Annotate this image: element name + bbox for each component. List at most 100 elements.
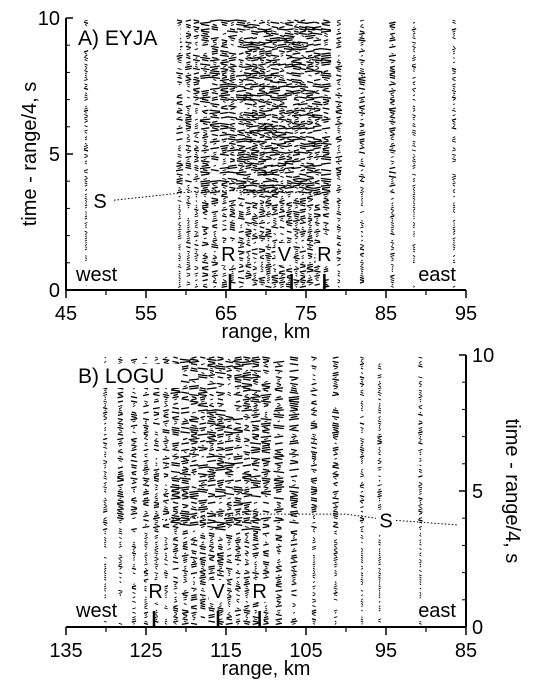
trace-wiggle — [211, 197, 219, 201]
trace-wiggle — [287, 281, 291, 284]
trace-wiggle — [290, 475, 298, 478]
trace-wiggle — [289, 428, 299, 432]
trace-wiggle — [191, 455, 197, 458]
trace — [241, 356, 253, 626]
trace-wiggle — [182, 569, 189, 573]
trace-wiggle — [267, 281, 270, 284]
trace-wiggle — [85, 112, 87, 114]
trace-wiggle — [358, 87, 366, 91]
trace-wiggle — [245, 596, 248, 599]
trace-wiggle — [172, 543, 179, 546]
trace-wiggle — [412, 107, 416, 110]
trace-wiggle — [183, 369, 187, 372]
trace-wiggle — [323, 19, 329, 22]
trace-wiggle — [333, 505, 339, 509]
trace-wiggle — [130, 437, 138, 441]
trace-wiggle — [278, 168, 286, 172]
trace-wiggle — [244, 83, 252, 86]
trace-wiggle — [359, 455, 365, 458]
trace-wiggle — [333, 552, 338, 555]
trace-wiggle — [227, 594, 232, 597]
trace-wiggle — [236, 444, 240, 447]
trace-wiggle — [265, 199, 272, 203]
trace-wiggle — [217, 417, 224, 421]
trace-wiggle — [203, 147, 207, 150]
trace-wiggle — [265, 204, 272, 207]
trace-wiggle — [322, 76, 330, 80]
trace-wiggle — [184, 118, 192, 121]
trace-wiggle — [253, 576, 258, 579]
trace-wiggle — [263, 611, 269, 615]
trace-wiggle — [132, 547, 136, 551]
trace-wiggle — [360, 457, 364, 460]
trace-wiggle — [412, 166, 416, 170]
trace-wiggle — [163, 415, 169, 419]
trace-wiggle — [263, 472, 269, 476]
trace-wiggle — [195, 233, 198, 235]
trace-wiggle — [230, 153, 235, 157]
trace-wiggle — [275, 604, 282, 608]
trace-wiggle — [259, 142, 265, 146]
trace-wiggle — [143, 459, 149, 463]
trace-wiggle — [198, 376, 208, 379]
trace-wiggle — [276, 466, 281, 469]
trace-wiggle — [321, 54, 331, 58]
trace-wiggle — [266, 21, 270, 24]
trace-wiggle — [186, 263, 191, 266]
trace-wiggle — [203, 177, 208, 181]
trace-wiggle — [190, 607, 198, 610]
trace-wiggle — [286, 215, 292, 218]
trace-wiggle — [307, 80, 313, 84]
trace-wiggle — [287, 153, 291, 156]
trace-wiggle — [186, 204, 190, 207]
trace-wiggle — [378, 554, 381, 557]
trace-wiggle — [252, 283, 258, 286]
trace-wiggle — [315, 158, 319, 161]
trace-wiggle — [315, 67, 320, 71]
panel-label-bg — [76, 26, 180, 50]
trace-wiggle — [162, 420, 170, 423]
trace-wiggle — [308, 241, 312, 244]
trace-wiggle — [411, 41, 417, 44]
trace-wiggle — [360, 552, 364, 555]
trace-wiggle — [186, 160, 191, 163]
trace-wiggle — [118, 591, 123, 595]
trace-wiggle — [180, 431, 191, 434]
trace-wiggle — [142, 417, 150, 421]
trace-wiggle — [273, 283, 277, 286]
trace-wiggle — [334, 620, 337, 623]
trace-wiggle — [244, 532, 249, 535]
trace-wiggle — [275, 545, 282, 549]
trace-wiggle — [103, 453, 107, 456]
trace-wiggle — [186, 136, 190, 139]
trace-wiggle — [211, 74, 219, 77]
trace-wiggle — [191, 459, 197, 463]
trace-wiggle — [189, 393, 199, 397]
trace-wiggle — [244, 541, 250, 544]
trace-wiggle — [273, 76, 277, 79]
trace-wiggle — [172, 406, 179, 410]
trace-wiggle — [181, 365, 189, 368]
trace-wiggle — [359, 278, 365, 282]
trace-wiggle — [279, 25, 285, 29]
trace-wiggle — [209, 477, 215, 480]
trace-wiggle — [227, 34, 237, 38]
trace-wiggle — [242, 477, 252, 480]
trace-wiggle — [117, 457, 124, 461]
phase-label: R — [252, 581, 266, 603]
trace-wiggle — [241, 510, 252, 513]
trace-wiggle — [279, 226, 285, 229]
trace-wiggle — [307, 224, 313, 227]
trace-wiggle — [210, 510, 214, 513]
trace-wiggle — [235, 74, 247, 77]
trace-wiggle — [118, 565, 123, 568]
trace-wiggle — [358, 50, 366, 53]
trace-wiggle — [178, 83, 181, 86]
trace-wiggle — [176, 109, 183, 113]
trace-wiggle — [291, 166, 302, 170]
trace-wiggle — [244, 426, 249, 430]
trace-wiggle — [199, 519, 207, 522]
trace-wiggle — [227, 587, 232, 590]
trace-wiggle — [246, 270, 251, 273]
trace-wiggle — [294, 248, 299, 251]
